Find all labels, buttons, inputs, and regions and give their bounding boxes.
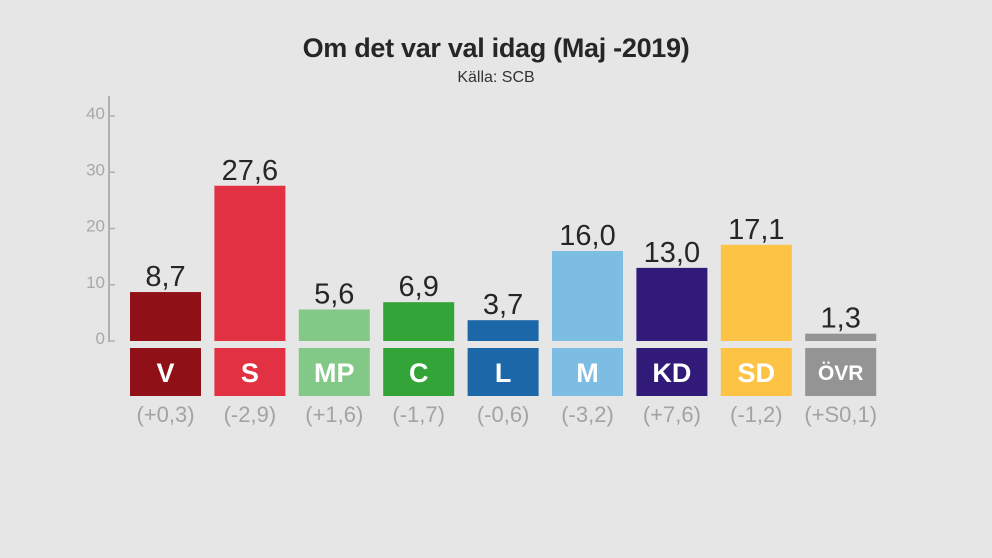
party-label-box (298, 348, 370, 396)
value-label: 16,0 (559, 220, 615, 252)
party-label: M (576, 358, 599, 388)
party-label: C (409, 358, 429, 388)
party-label: ÖVR (818, 362, 864, 385)
party-label: S (241, 358, 259, 388)
bar (298, 309, 370, 341)
party-label-box (805, 348, 877, 396)
chart-subtitle: Källa: SCB (457, 69, 535, 86)
value-label: 1,3 (821, 303, 861, 335)
bar (214, 185, 286, 341)
party-mp: 5,6 MP (+1,6) (298, 279, 370, 427)
party-label-box (720, 348, 792, 396)
party-övr: 1,3 ÖVR (+S0,1) (804, 303, 877, 427)
value-label: 8,7 (145, 261, 185, 293)
value-label: 27,6 (222, 155, 278, 187)
y-tick-label: 10 (86, 273, 105, 292)
party-kd: 13,0 KD (+7,6) (636, 237, 708, 427)
party-label-box (552, 348, 623, 396)
party-l: 3,7 L (-0,6) (467, 289, 539, 427)
party-label: KD (652, 358, 691, 388)
party-v: 8,7 V (+0,3) (130, 261, 201, 427)
change-label: (+0,3) (136, 402, 194, 427)
value-label: 13,0 (644, 237, 700, 269)
party-label: V (156, 358, 174, 388)
party-label-box (636, 348, 708, 396)
bar (130, 292, 201, 341)
party-label-box (467, 348, 539, 396)
change-label: (-1,2) (730, 402, 783, 427)
value-label: 3,7 (483, 289, 523, 321)
change-label: (-0,6) (477, 402, 530, 427)
y-tick-label: 30 (86, 160, 105, 179)
party-sd: 17,1 SD (-1,2) (720, 214, 792, 427)
bar (636, 267, 708, 341)
change-label: (-3,2) (561, 402, 614, 427)
change-label: (+S0,1) (804, 402, 877, 427)
y-tick-label: 0 (96, 329, 105, 348)
y-axis: 0 10 20 30 40 (86, 96, 115, 348)
party-c: 6,9 C (-1,7) (383, 271, 455, 427)
change-label: (+1,6) (305, 402, 363, 427)
change-label: (-2,9) (224, 402, 277, 427)
bars: 8,7 V (+0,3) 27,6 S (-2,9) 5,6 MP (+1,6) 6,9 C (-1,… (130, 155, 877, 427)
bar (467, 320, 539, 341)
change-label: (+7,6) (643, 402, 701, 427)
bar (720, 244, 792, 341)
chart-title: Om det var val idag (Maj -2019) (302, 33, 690, 63)
bar (383, 302, 455, 341)
party-label: L (495, 358, 512, 388)
value-label: 6,9 (399, 271, 439, 303)
party-label: MP (314, 358, 355, 388)
y-tick-label: 20 (86, 217, 105, 236)
party-label-box (130, 348, 201, 396)
bar (552, 251, 623, 341)
party-label-box (214, 348, 286, 396)
value-label: 5,6 (314, 279, 354, 311)
value-label: 17,1 (728, 214, 784, 246)
party-label: SD (738, 358, 776, 388)
y-tick-label: 40 (86, 104, 105, 123)
party-label-box (383, 348, 455, 396)
party-m: 16,0 M (-3,2) (552, 220, 623, 427)
party-s: 27,6 S (-2,9) (214, 155, 286, 427)
change-label: (-1,7) (392, 402, 445, 427)
bar (805, 333, 877, 341)
